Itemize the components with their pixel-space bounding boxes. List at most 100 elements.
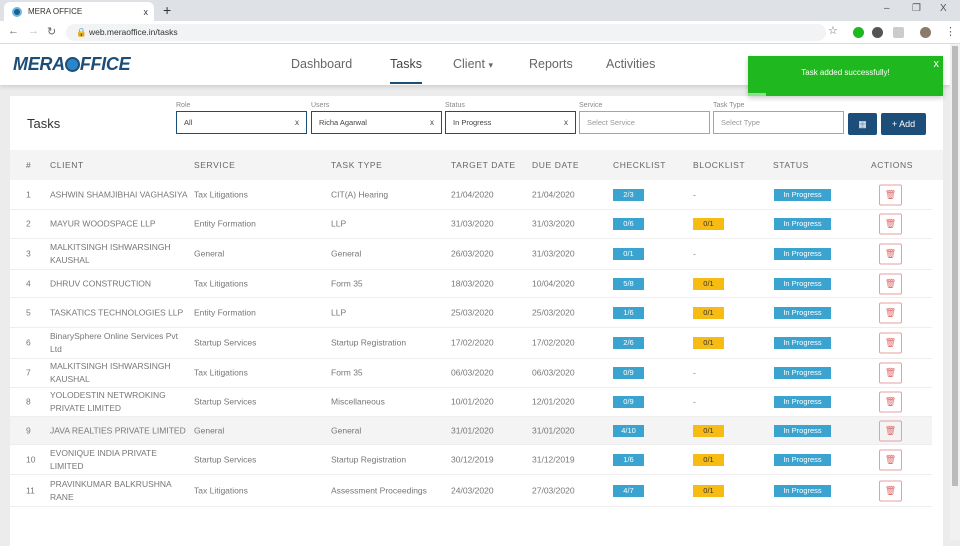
table-row[interactable]: 10 EVONIQUE INDIA PRIVATE LIMITED Startup … <box>10 445 932 475</box>
new-tab-button[interactable]: + <box>163 2 172 18</box>
client-name: MALKITSINGH ISHWARSINGH KAUSHAL <box>50 361 171 384</box>
due-date: 12/01/2020 <box>532 396 575 407</box>
delete-button[interactable]: 🗑 <box>879 302 902 323</box>
trash-icon: 🗑 <box>884 396 897 407</box>
url-input[interactable]: 🔒 web.meraoffice.in/tasks <box>66 24 826 41</box>
table-row[interactable]: 11 PRAVINKUMAR BALKRUSHNA RANE Tax Litigat… <box>10 475 932 507</box>
forward-icon[interactable]: → <box>28 25 39 37</box>
nav-client[interactable]: Client ▾ <box>453 57 493 71</box>
extension-icon[interactable] <box>872 27 883 38</box>
table-row[interactable]: 9 JAVA REALTIES PRIVATE LIMITED General Gen… <box>10 417 932 445</box>
checklist-badge[interactable]: 4/10 <box>613 424 644 437</box>
logo[interactable]: MERA FFICE <box>13 54 131 75</box>
scrollbar-thumb[interactable] <box>952 46 958 486</box>
task-type: LLP <box>331 218 347 229</box>
tab-close-icon[interactable]: x <box>143 6 149 17</box>
bookmark-star-icon[interactable]: ☆ <box>828 25 838 37</box>
table-row[interactable]: 7 MALKITSINGH ISHWARSINGH KAUSHAL Tax Liti… <box>10 359 932 388</box>
nav-tasks[interactable]: Tasks <box>390 57 422 84</box>
users-filter[interactable]: Users Richa Agarwal x <box>311 102 442 134</box>
calendar-button[interactable]: ▦ <box>848 113 877 135</box>
maximize-button[interactable]: ❐ <box>912 3 921 14</box>
row-number: 8 <box>26 396 31 407</box>
row-number: 11 <box>26 485 35 495</box>
browser-menu-icon[interactable]: ⋮ <box>945 26 956 38</box>
nav-dashboard[interactable]: Dashboard <box>291 57 353 71</box>
status-filter[interactable]: Status In Progress x <box>445 102 576 134</box>
status-badge: In Progress <box>774 218 831 230</box>
toast-close-icon[interactable]: x <box>933 58 940 70</box>
delete-button[interactable]: 🗑 <box>879 273 902 294</box>
page-scrollbar[interactable] <box>950 44 960 540</box>
table-row[interactable]: 6 BinarySphere Online Services Pvt Ltd Sta… <box>10 328 932 359</box>
delete-button[interactable]: 🗑 <box>879 184 902 205</box>
profile-avatar[interactable] <box>920 27 931 38</box>
service-filter[interactable]: Service Select Service <box>579 102 710 134</box>
trash-icon: 🗑 <box>884 485 897 495</box>
checklist-badge[interactable]: 0/9 <box>613 396 644 408</box>
close-window-button[interactable]: X <box>940 3 947 14</box>
extension-icon-2[interactable] <box>893 27 904 38</box>
checklist-badge[interactable]: 1/6 <box>613 306 644 319</box>
row-number: 6 <box>26 337 31 348</box>
checklist-badge[interactable]: 5/8 <box>613 277 644 290</box>
page-title: Tasks <box>27 116 61 131</box>
blocklist-badge[interactable]: 0/1 <box>693 424 724 437</box>
checklist-badge[interactable]: 2/3 <box>613 188 644 201</box>
table-row[interactable]: 3 MALKITSINGH ISHWARSINGH KAUSHAL General G… <box>10 239 932 270</box>
blocklist-badge[interactable]: 0/1 <box>693 218 724 230</box>
blocklist-empty: - <box>693 396 696 407</box>
clear-status-icon[interactable]: x <box>564 118 568 127</box>
tab-title: MERA OFFICE <box>28 7 83 16</box>
delete-button[interactable]: 🗑 <box>879 449 902 470</box>
checklist-badge[interactable]: 0/6 <box>613 218 644 230</box>
delete-button[interactable]: 🗑 <box>879 480 902 501</box>
nav-activities[interactable]: Activities <box>606 57 656 71</box>
due-date: 27/03/2020 <box>532 485 575 495</box>
blocklist-badge[interactable]: 0/1 <box>693 337 724 349</box>
role-filter[interactable]: Role All x <box>176 102 307 134</box>
blocklist-badge[interactable]: 0/1 <box>693 306 724 319</box>
delete-button[interactable]: 🗑 <box>879 362 902 384</box>
delete-button[interactable]: 🗑 <box>879 332 902 354</box>
blocklist-badge[interactable]: 0/1 <box>693 277 724 290</box>
delete-button[interactable]: 🗑 <box>879 391 902 413</box>
delete-button[interactable]: 🗑 <box>879 213 902 235</box>
table-row[interactable]: 1 ASHWIN SHAMJIBHAI VAGHASIYA Tax Litigati… <box>10 180 932 210</box>
blocklist-badge[interactable]: 0/1 <box>693 484 724 497</box>
service: Startup Services <box>194 396 257 407</box>
status-badge: In Progress <box>774 396 831 408</box>
browser-tab[interactable]: MERA OFFICE x <box>4 2 154 21</box>
table-row[interactable]: 5 TASKATICS TECHNOLOGIES LLP Entity Format… <box>10 298 932 328</box>
checklist-badge[interactable]: 0/1 <box>613 248 644 260</box>
task-type: LLP <box>331 307 347 317</box>
service: Tax Litigations <box>194 189 248 199</box>
client-name: EVONIQUE INDIA PRIVATE LIMITED <box>50 447 157 471</box>
due-date: 31/01/2020 <box>532 425 575 435</box>
table-row[interactable]: 2 MAYUR WOODSPACE LLP Entity Formation LLP 3… <box>10 210 932 239</box>
table-row[interactable]: 4 DHRUV CONSTRUCTION Tax Litigations Form 3… <box>10 270 932 298</box>
add-task-button[interactable]: + Add <box>881 113 926 135</box>
checklist-badge[interactable]: 4/7 <box>613 484 644 497</box>
status-badge: In Progress <box>774 453 831 466</box>
service: General <box>194 248 225 259</box>
blocklist-badge[interactable]: 0/1 <box>693 453 724 466</box>
checklist-badge[interactable]: 2/6 <box>613 337 644 349</box>
task-type: General <box>331 425 362 435</box>
delete-button[interactable]: 🗑 <box>879 243 902 265</box>
checklist-badge[interactable]: 1/6 <box>613 453 644 466</box>
nav-reports[interactable]: Reports <box>529 57 573 71</box>
trash-icon: 🗑 <box>884 307 897 317</box>
clear-users-icon[interactable]: x <box>430 118 434 127</box>
clear-role-icon[interactable]: x <box>295 118 299 127</box>
back-icon[interactable]: ← <box>8 25 19 37</box>
reload-icon[interactable]: ↻ <box>47 26 57 38</box>
table-row[interactable]: 8 YOLODESTIN NETWROKING PRIVATE LIMITED St… <box>10 388 932 417</box>
checklist-badge[interactable]: 0/9 <box>613 367 644 379</box>
target-date: 31/03/2020 <box>451 218 494 229</box>
logo-globe-icon <box>64 57 80 72</box>
grammarly-extension-icon[interactable] <box>853 27 864 38</box>
minimize-button[interactable]: – <box>884 3 890 14</box>
delete-button[interactable]: 🗑 <box>879 420 902 441</box>
task-type-filter[interactable]: Task Type Select Type <box>713 102 844 134</box>
